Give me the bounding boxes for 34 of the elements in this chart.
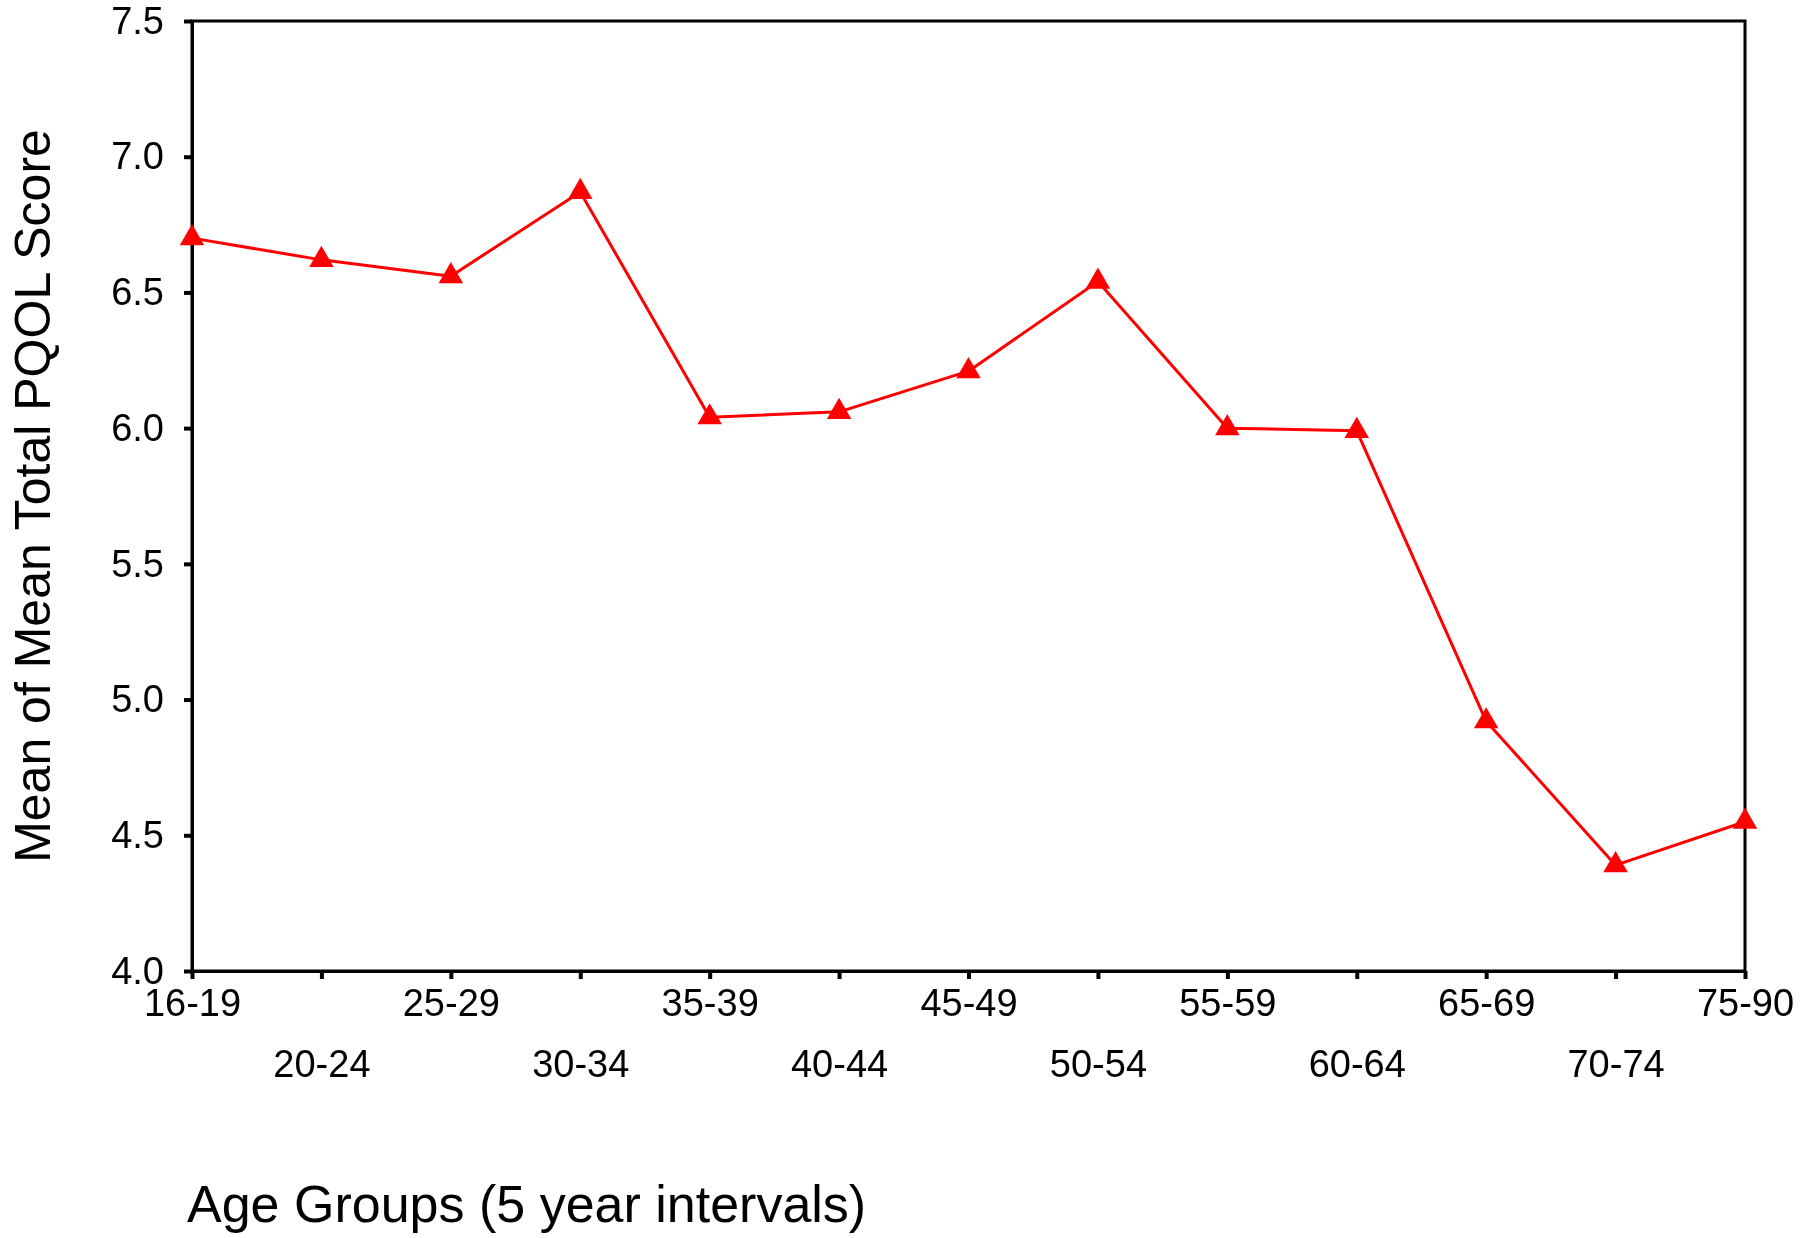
- point: [309, 245, 334, 267]
- x-tick-label: 60-64: [1308, 1043, 1406, 1085]
- y-tick-label: 7.5: [111, 0, 164, 42]
- x-tick-label: 75-90: [1696, 982, 1795, 1025]
- point: [1732, 807, 1758, 829]
- y-tick-label: 5.5: [111, 542, 164, 585]
- point: [956, 357, 981, 379]
- point: [568, 177, 593, 200]
- x-tick-label: 25-29: [402, 982, 500, 1025]
- y-axis-title: Mean of Mean Total PQOL Score: [5, 129, 61, 863]
- point: [1215, 414, 1240, 436]
- x-tick-label: 70-74: [1567, 1043, 1665, 1085]
- x-tick-label: 30-34: [532, 1043, 630, 1085]
- x-tick-label: 20-24: [273, 1043, 371, 1085]
- x-tick-label: 55-59: [1179, 982, 1277, 1025]
- y-tick-label: 6.5: [111, 271, 164, 314]
- x-tick-label: 65-69: [1438, 982, 1536, 1025]
- point: [1085, 267, 1111, 289]
- y-tick-label: 6.0: [111, 406, 164, 449]
- x-axis-title: Age Groups (5 year intervals): [187, 1175, 867, 1233]
- point: [438, 262, 464, 284]
- x-tick-label: 45-49: [920, 982, 1018, 1025]
- point: [1473, 707, 1499, 729]
- point: [1603, 851, 1628, 873]
- point: [179, 224, 205, 246]
- y-tick-label: 4.5: [111, 813, 164, 856]
- y-tick-label: 7.0: [111, 135, 164, 178]
- point: [697, 403, 722, 425]
- x-tick-label: 35-39: [661, 982, 759, 1025]
- point: [1344, 416, 1369, 438]
- x-tick-label: 40-44: [790, 1043, 889, 1085]
- y-tick-label: 5.0: [111, 678, 164, 721]
- point: [826, 397, 852, 419]
- x-tick-label: 50-54: [1049, 1043, 1148, 1085]
